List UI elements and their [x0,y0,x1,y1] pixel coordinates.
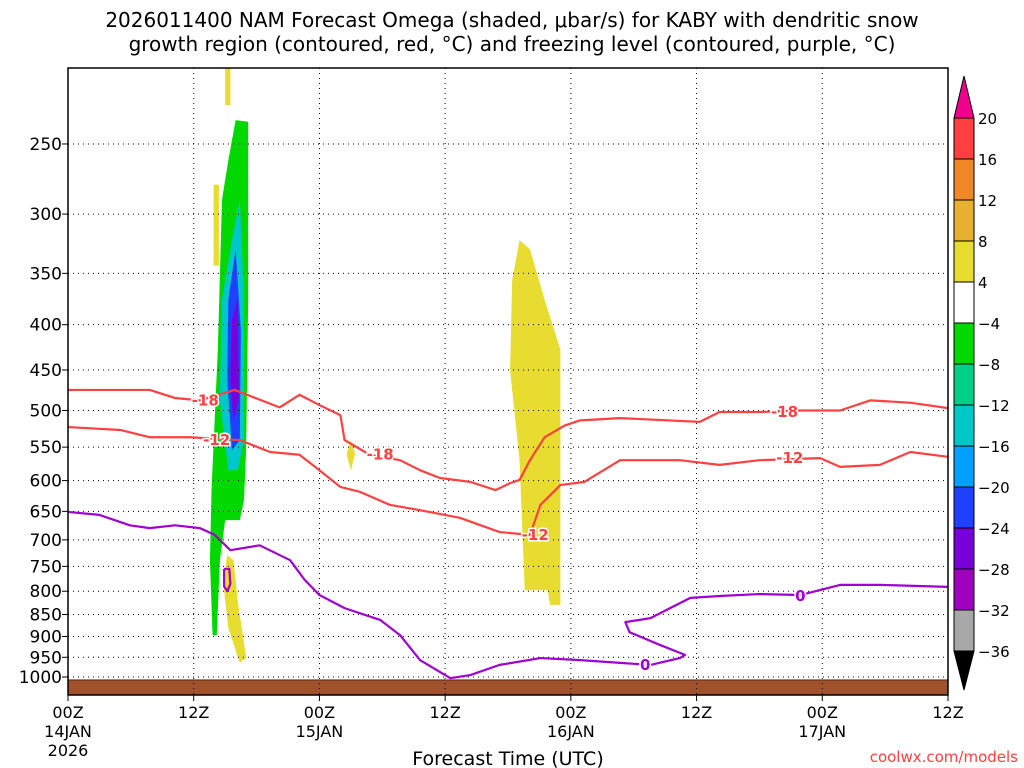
y-tick-label-600: 600 [30,472,62,492]
contour-label-freezing-level-0-1: 0 [795,587,805,605]
x-tick-label-24-0: 00Z [304,703,335,722]
contour-label-dgz-minus18-1: -18 [367,446,394,464]
contour-label-dgz-minus12-0: -12 [203,431,230,449]
contour-freezing-level-0 [68,510,948,680]
omega-region-5 [225,68,231,106]
x-tick-label-84-0: 12Z [932,703,963,722]
colorbar-label-11: −28 [978,561,1010,579]
chart-title-line1: 2026011400 NAM Forecast Omega (shaded, μ… [105,8,919,32]
colorbar-box-12 [953,609,975,652]
colorbar-label-13: −36 [978,643,1010,661]
x-tick-label-0-0: 00Z [52,703,83,722]
colorbar-label-2: 12 [978,192,997,210]
colorbar-box-3 [953,240,975,283]
colorbar-box-8 [953,445,975,488]
colorbar-box-7 [953,404,975,447]
colorbar-label-0: 20 [978,110,997,128]
chart-title-line2: growth region (contoured, red, °C) and f… [128,32,896,56]
y-tick-label-450: 450 [30,361,62,381]
contour-freezing-level-0-small [222,567,232,593]
contour-label-freezing-level-0-0: 0 [640,656,650,674]
colorbar-under-triangle [953,650,975,691]
colorbar-box-4 [953,281,975,324]
x-tick-label-60-0: 12Z [681,703,712,722]
colorbar-label-12: −32 [978,602,1010,620]
x-tick-label-48-0: 00Z [555,703,586,722]
x-tick-label-48-1: 16JAN [547,722,595,741]
colorbar-label-9: −20 [978,479,1010,497]
colorbar-box-1 [953,158,975,201]
y-tick-label-1000: 1000 [19,668,62,688]
colorbar-box-11 [953,568,975,611]
y-tick-label-400: 400 [30,316,62,336]
y-tick-label-900: 900 [30,627,62,647]
contour-label-dgz-minus18-0: -18 [192,391,219,409]
colorbar-box-2 [953,199,975,242]
contour-label-dgz-minus12-1: -12 [522,526,549,544]
colorbar-box-10 [953,527,975,570]
y-tick-label-950: 950 [30,648,62,668]
y-tick-label-800: 800 [30,582,62,602]
colorbar-label-1: 16 [978,151,997,169]
colorbar-label-4: 4 [978,274,988,292]
x-tick-label-0-2: 2026 [48,741,89,760]
colorbar-over-triangle [953,75,975,119]
x-tick-label-0-1: 14JAN [44,722,92,741]
plot-area: -18 -18 -18 -12 -12 -12 0 0 [68,68,948,695]
y-tick-label-650: 650 [30,502,62,522]
colorbar-box-6 [953,363,975,406]
contour-label-dgz-minus12-2: -12 [776,449,803,467]
colorbar-box-5 [953,322,975,365]
y-tick-label-300: 300 [30,205,62,225]
y-tick-label-550: 550 [30,438,62,458]
contour-label-dgz-minus18-2: -18 [771,403,798,421]
y-tick-label-500: 500 [30,401,62,421]
credit-text: coolwx.com/models [870,748,1018,766]
y-tick-label-700: 700 [30,531,62,551]
x-tick-label-24-1: 15JAN [296,722,344,741]
colorbar-box-9 [953,486,975,529]
colorbar-label-5: −4 [978,315,1000,333]
y-tick-label-850: 850 [30,606,62,626]
x-tick-label-72-0: 00Z [807,703,838,722]
x-tick-label-72-1: 17JAN [798,722,846,741]
contour-dgz-minus12 [68,425,948,536]
colorbar-label-8: −16 [978,438,1010,456]
x-tick-label-12-0: 12Z [178,703,209,722]
y-tick-label-250: 250 [30,135,62,155]
x-axis-label: Forecast Time (UTC) [412,748,603,768]
colorbar-label-10: −24 [978,520,1010,538]
colorbar-label-7: −12 [978,397,1010,415]
contour-dgz-minus18 [68,388,948,492]
y-tick-label-350: 350 [30,264,62,284]
x-tick-label-36-0: 12Z [429,703,460,722]
omega-region-4 [510,240,561,605]
omega-region-6 [213,184,219,266]
colorbar-label-3: 8 [978,233,988,251]
plot-frame [67,67,949,696]
y-tick-label-750: 750 [30,557,62,577]
colorbar-label-6: −8 [978,356,1000,374]
terrain-ground [68,680,948,695]
colorbar-box-0 [953,117,975,160]
omega-region-8 [223,554,247,663]
